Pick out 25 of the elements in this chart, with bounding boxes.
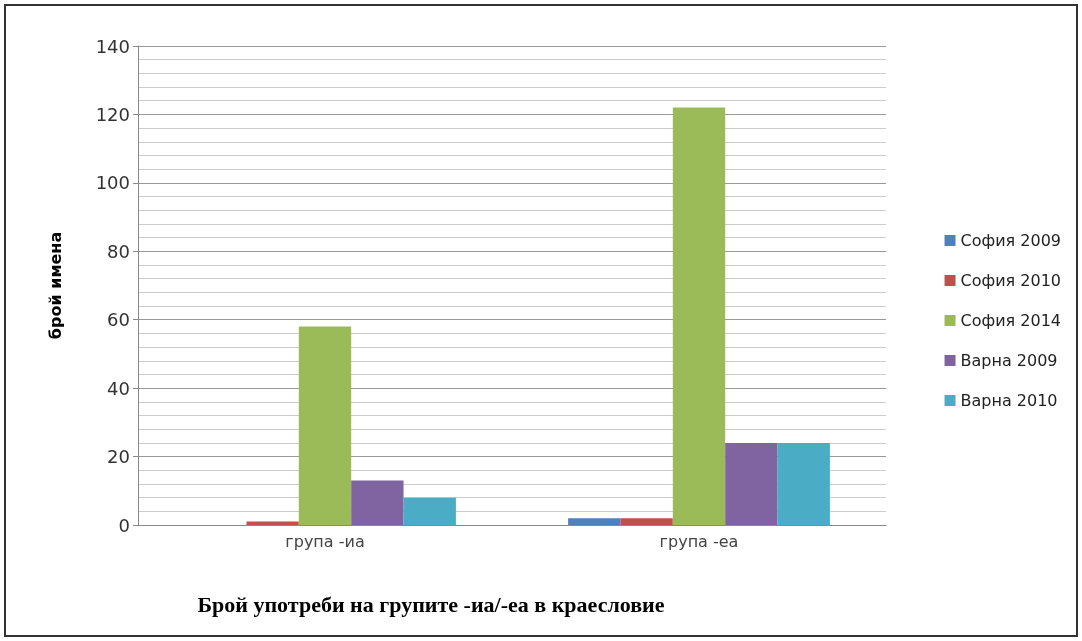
- legend-label: София 2010: [960, 271, 1061, 290]
- y-tick-label: 80: [107, 240, 130, 262]
- bar: [777, 442, 830, 525]
- legend-label: София 2009: [960, 231, 1061, 250]
- bar: [298, 326, 352, 525]
- bar: [568, 518, 621, 525]
- bar: [403, 497, 456, 525]
- text: Брой употреби на групите -иа/-еа в краесловие: [197, 591, 665, 617]
- y-tick-label: 20: [107, 446, 130, 468]
- legend-label: Варна 2010: [960, 391, 1058, 410]
- bar: [620, 518, 673, 525]
- y-tick-label: 40: [107, 377, 130, 399]
- y-tick-label: 100: [95, 172, 130, 194]
- y-tick-label: 140: [95, 35, 130, 57]
- bar: [351, 480, 404, 525]
- legend-label: София 2014: [960, 311, 1061, 330]
- bar: [672, 107, 726, 525]
- y-axis-title: брой имена: [45, 231, 65, 340]
- x-tick-label: група -иа: [285, 531, 365, 551]
- x-tick-label: група -еа: [659, 531, 739, 551]
- legend-label: Варна 2009: [960, 351, 1058, 370]
- y-tick-label: 60: [107, 309, 130, 331]
- y-tick-label: 0: [118, 514, 130, 536]
- bar: [725, 442, 778, 525]
- y-tick-label: 120: [95, 103, 130, 125]
